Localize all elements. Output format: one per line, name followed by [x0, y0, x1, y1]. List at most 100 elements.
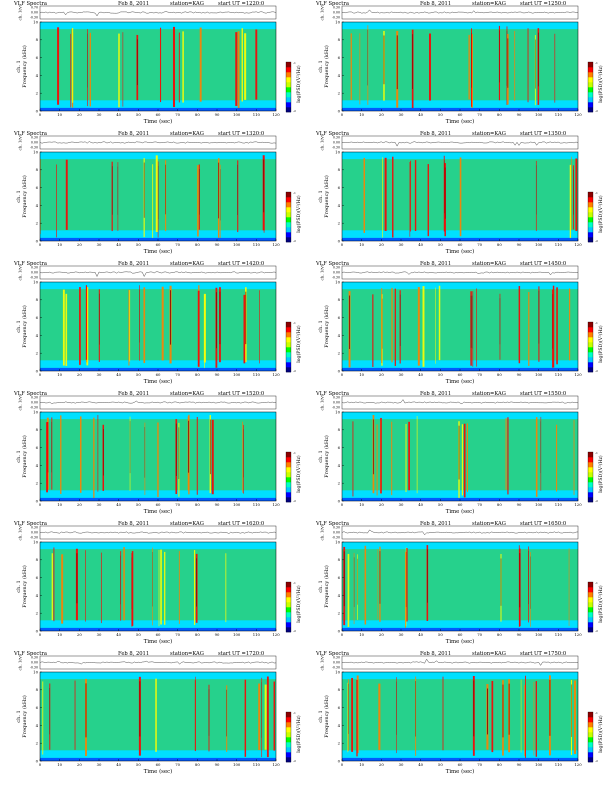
waveform-tick-label: 0.30: [333, 6, 340, 10]
colorbar-segment: [286, 597, 291, 603]
sferic-streak: [196, 416, 198, 495]
colorbar-tick-label: -1: [293, 581, 296, 585]
spectrogram-svg: VLF Spectra Feb 8, 2011 station=KAG start U…: [315, 521, 604, 645]
spectrogram-svg: VLF Spectra Feb 8, 2011 station=KAG start U…: [315, 1, 604, 125]
x-tick-label: 20: [379, 112, 384, 117]
spectrogram-panel: VLF Spectra Feb 8, 2011 station=KAG start U…: [308, 1, 604, 130]
x-tick-label: 120: [272, 372, 280, 377]
sferic-streak: [535, 417, 538, 497]
x-tick-label: 30: [399, 502, 404, 507]
sferic-streak: [414, 160, 417, 231]
sferic-streak: [56, 164, 57, 238]
spectrogram-heatmap: [342, 282, 578, 371]
x-tick-label: 80: [195, 372, 200, 377]
panel-start-time: start UT =1220:0: [218, 1, 264, 7]
sferic-core: [175, 423, 177, 476]
sferic-streak: [123, 547, 125, 621]
y-axis-label: Frequency (kHz): [323, 435, 330, 478]
colorbar-segment: [286, 332, 291, 338]
sferic-streak: [359, 33, 361, 105]
waveform-tick-label: 0.00: [31, 531, 38, 535]
colorbar-segment: [286, 62, 291, 68]
colorbar-segment: [286, 217, 291, 223]
colorbar-segment: [588, 492, 593, 498]
panel-start-time: start UT =1250:0: [520, 1, 566, 7]
y-axis-label-channel: ch. 1: [318, 450, 324, 462]
x-tick-label: 40: [116, 242, 121, 247]
panel-title: VLF Spectra: [315, 521, 349, 527]
x-tick-label: 10: [57, 242, 62, 247]
x-tick-label: 70: [477, 112, 482, 117]
x-tick-label: 90: [215, 502, 220, 507]
sferic-streak: [405, 423, 407, 493]
colorbar-segment: [286, 627, 291, 633]
sferic-streak: [573, 420, 575, 495]
colorbar-frame: [285, 191, 292, 243]
colorbar-segment: [588, 487, 593, 493]
x-tick-label: 50: [136, 632, 141, 637]
x-tick-label: 80: [497, 502, 502, 507]
x-tick-label: 120: [272, 502, 280, 507]
colorbar-segment: [588, 327, 593, 333]
spectrogram-panel: VLF Spectra Feb 8, 2011 station=KAG start U…: [6, 131, 302, 260]
waveform-tick-label: 0.30: [333, 266, 340, 270]
y-axis-label: Frequency (kHz): [323, 305, 330, 348]
colorbar-segment: [588, 82, 593, 88]
panel-station: station=KAG: [170, 1, 204, 7]
sferic-streak: [157, 422, 159, 498]
x-tick-label: 120: [574, 372, 582, 377]
y-tick-label: 2: [36, 611, 39, 616]
sferic-streak: [463, 423, 466, 498]
x-tick-label: 90: [215, 372, 220, 377]
y-tick-label: 4: [338, 333, 341, 338]
sferic-streak: [505, 418, 507, 490]
sferic-core: [245, 291, 247, 345]
y-tick-label: 8: [36, 557, 39, 562]
panel-station: station=KAG: [170, 261, 204, 267]
colorbar-segment: [286, 357, 291, 363]
sferic-core: [263, 159, 265, 213]
colorbar-segment: [286, 487, 291, 493]
colorbar-segment: [588, 347, 593, 353]
energy-band: [40, 549, 276, 621]
colorbar-tick-label: -2: [595, 239, 598, 243]
colorbar-segment: [588, 227, 593, 233]
panel-date: Feb 8, 2011: [118, 521, 149, 527]
sferic-streak: [203, 293, 206, 363]
x-tick-label: 60: [156, 112, 161, 117]
x-tick-label: 20: [379, 502, 384, 507]
colorbar-segment: [286, 482, 291, 488]
sferic-streak: [363, 157, 365, 233]
spectrogram-heatmap: [342, 542, 578, 631]
sferic-core: [458, 425, 460, 480]
colorbar-frame: [285, 321, 292, 373]
y-tick-label: 6: [338, 185, 341, 190]
x-tick-label: 70: [175, 372, 180, 377]
x-tick-label: 110: [253, 632, 261, 637]
sferic-streak: [528, 292, 530, 366]
sferic-streak: [381, 288, 383, 364]
sferic-streak: [408, 421, 410, 491]
y-tick-label: 2: [36, 221, 39, 226]
spectrogram-heatmap: [342, 22, 578, 111]
colorbar-segment: [286, 197, 291, 203]
sferic-streak: [164, 551, 166, 625]
y-axis-label-channel: ch. 1: [16, 580, 22, 592]
colorbar-label: log(PSD)(V²/Hz): [597, 325, 604, 363]
colorbar-segment: [286, 492, 291, 498]
y-axis-label-channel: ch. 1: [16, 450, 22, 462]
spectrogram-heatmap: [40, 22, 276, 111]
colorbar-segment: [286, 222, 291, 228]
colorbar-segment: [286, 367, 291, 373]
y-tick-label: 6: [36, 55, 39, 60]
y-tick-label: 0: [338, 238, 341, 243]
x-tick-label: 100: [535, 502, 543, 507]
colorbar-label: log(PSD)(V²/Hz): [597, 195, 604, 233]
y-tick-label: 8: [36, 297, 39, 302]
sferic-streak: [243, 294, 246, 364]
sferic-streak: [382, 157, 383, 238]
x-tick-label: 120: [574, 242, 582, 247]
x-tick-label: 100: [233, 112, 241, 117]
sferic-streak: [70, 33, 71, 108]
spectrogram-panel: VLF Spectra Feb 8, 2011 station=KAG start U…: [308, 261, 604, 390]
